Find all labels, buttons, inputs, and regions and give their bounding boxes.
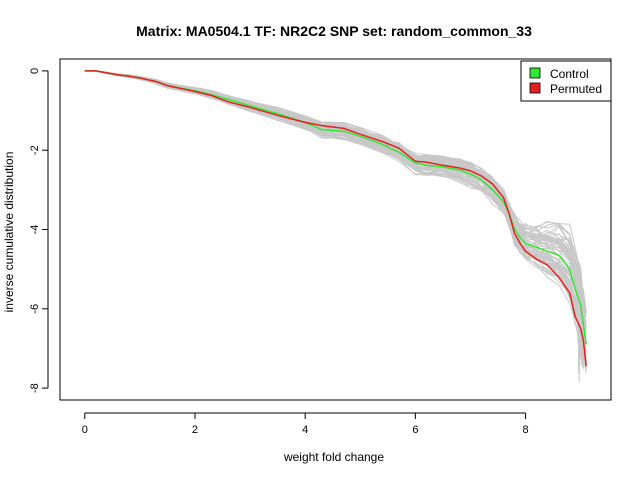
x-axis-label: weight fold change [283, 450, 384, 464]
background-run-line [84, 70, 587, 364]
x-tick-label: 4 [302, 424, 308, 436]
legend-swatch-control [529, 67, 541, 79]
y-tick-label: -6 [29, 304, 41, 314]
x-tick-label: 8 [523, 424, 529, 436]
background-run-line [84, 70, 585, 325]
background-run-line [84, 70, 587, 333]
legend-swatch-permuted [529, 82, 541, 94]
y-axis: 0 -2 -4 -6 -8 [29, 68, 49, 393]
legend-label-permuted: Permuted [550, 82, 602, 96]
background-run-line [84, 70, 580, 310]
background-run-line [84, 70, 581, 315]
background-run-line [84, 70, 586, 337]
plot-frame [59, 58, 612, 401]
y-tick-label: -4 [29, 225, 41, 235]
legend: Control Permuted [520, 60, 612, 102]
y-tick-label: -2 [29, 145, 41, 155]
background-run-line [84, 70, 583, 321]
background-run-line [84, 70, 580, 368]
background-run-line [84, 70, 587, 318]
background-permutation-runs [84, 70, 587, 383]
background-run-line [84, 70, 587, 325]
background-run-line [84, 70, 580, 383]
x-tick-label: 2 [192, 424, 198, 436]
y-axis-label: inverse cumulative distribution [2, 152, 16, 313]
x-tick-label: 6 [412, 424, 418, 436]
background-run-line [84, 70, 582, 320]
chart-title: Matrix: MA0504.1 TF: NR2C2 SNP set: rand… [136, 23, 532, 39]
background-run-line [84, 70, 587, 327]
background-run-line [84, 70, 587, 330]
y-tick-label: -8 [29, 383, 41, 393]
y-tick-label: 0 [29, 68, 41, 74]
series-line-permuted [84, 70, 587, 367]
background-run-line [84, 70, 587, 332]
background-run-line [84, 70, 583, 313]
series-lines [84, 70, 587, 367]
x-tick-label: 0 [82, 424, 88, 436]
background-run-line [84, 70, 587, 327]
background-run-line [84, 70, 587, 312]
background-run-line [84, 70, 587, 326]
background-run-line [84, 70, 580, 374]
background-run-line [84, 70, 587, 314]
background-run-line [84, 70, 587, 328]
legend-label-control: Control [550, 67, 589, 81]
background-run-line [84, 70, 580, 374]
background-run-line [84, 70, 582, 320]
background-run-line [84, 70, 581, 304]
x-axis: 0 2 4 6 8 [82, 412, 529, 436]
